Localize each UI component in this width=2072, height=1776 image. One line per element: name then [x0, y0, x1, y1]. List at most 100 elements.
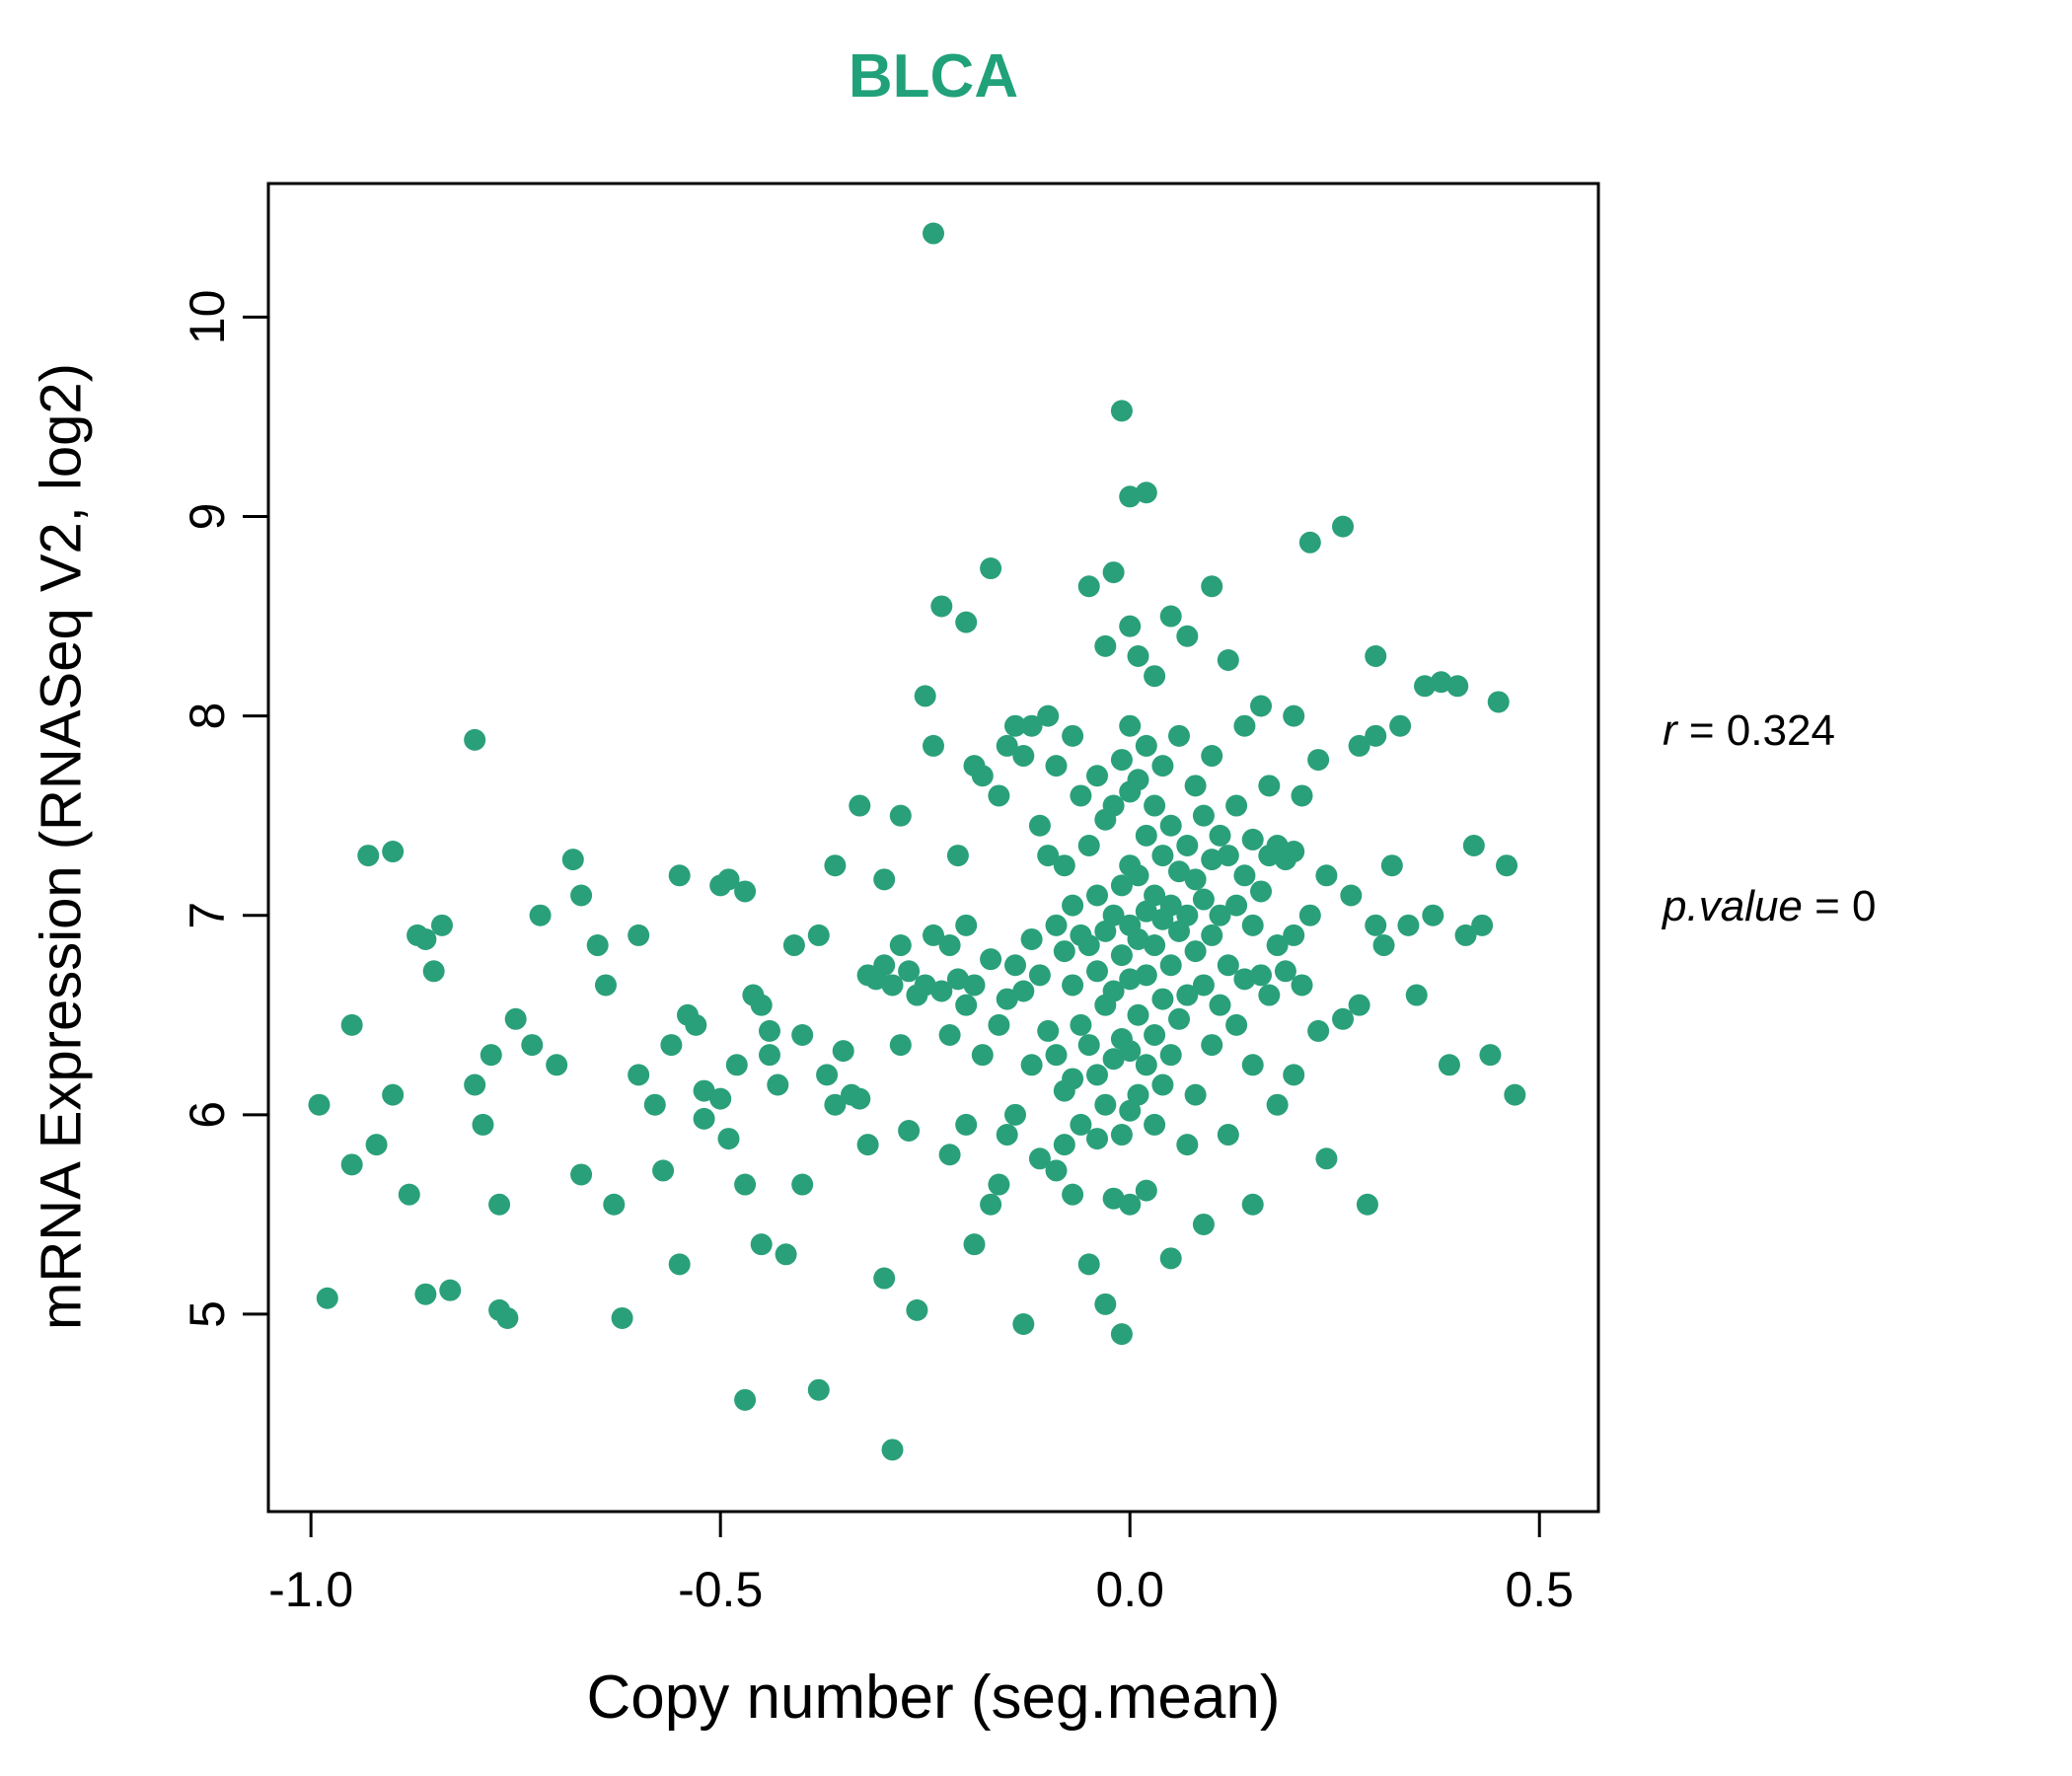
y-tick-label: 9: [180, 503, 235, 531]
data-point: [832, 1040, 854, 1063]
data-point: [1159, 1247, 1182, 1270]
data-point: [1119, 485, 1142, 508]
data-point: [382, 1083, 405, 1106]
data-point: [881, 1439, 904, 1461]
data-point: [1135, 1054, 1157, 1076]
data-point: [643, 1093, 666, 1116]
y-tick-label: 8: [180, 703, 235, 730]
data-point: [955, 914, 978, 936]
data-point: [1020, 927, 1043, 950]
data-point: [1144, 794, 1166, 817]
data-point: [1430, 671, 1452, 694]
data-point: [881, 974, 904, 997]
data-point: [1348, 734, 1370, 757]
data-point: [1045, 914, 1068, 936]
data-point: [1077, 1253, 1100, 1276]
data-point: [1086, 1128, 1109, 1150]
data-point: [980, 1193, 1002, 1216]
data-point: [611, 1306, 633, 1329]
data-point: [873, 954, 896, 977]
data-point: [1168, 920, 1191, 942]
data-point: [1258, 984, 1281, 1006]
data-point: [1217, 1124, 1239, 1147]
data-point: [1487, 691, 1510, 713]
data-point: [1045, 1159, 1068, 1182]
data-point: [430, 914, 453, 936]
data-point: [1233, 968, 1256, 991]
data-point: [480, 1044, 502, 1067]
data-point: [1062, 1183, 1084, 1206]
data-point: [1446, 675, 1469, 698]
x-tick-label: -0.5: [678, 1562, 763, 1617]
data-point: [971, 765, 994, 787]
data-point: [758, 1044, 780, 1067]
data-point: [422, 960, 445, 983]
data-point: [1307, 1019, 1330, 1042]
data-point: [996, 988, 1018, 1010]
data-point: [849, 794, 871, 817]
data-point: [1144, 934, 1166, 957]
data-point: [1340, 884, 1363, 907]
data-point: [1274, 960, 1296, 983]
data-point: [1201, 1034, 1223, 1057]
data-point: [717, 868, 740, 891]
data-point: [521, 1034, 544, 1057]
data-point: [1151, 755, 1174, 777]
data-point: [1176, 904, 1199, 926]
data-point: [955, 994, 978, 1016]
p-value-text: = 0: [1802, 881, 1877, 930]
data-point: [365, 1134, 388, 1156]
p-value-line: p.value = 0: [1663, 877, 1877, 935]
data-point: [1176, 625, 1199, 647]
data-point: [1053, 1134, 1075, 1156]
data-point: [791, 1173, 814, 1196]
data-point: [963, 1233, 986, 1256]
data-point: [1110, 400, 1133, 422]
data-point: [1356, 1193, 1378, 1216]
data-point: [1127, 864, 1149, 887]
data-point: [1119, 1099, 1142, 1122]
data-point: [750, 1233, 773, 1256]
data-point: [1217, 954, 1239, 977]
data-point: [1151, 845, 1174, 867]
data-point: [603, 1193, 626, 1216]
data-point: [1159, 894, 1182, 917]
data-point: [398, 1183, 420, 1206]
p-variable: p.value: [1663, 881, 1803, 930]
data-point: [1077, 934, 1100, 957]
data-point: [1209, 994, 1231, 1016]
data-point: [586, 934, 609, 957]
data-point: [1119, 1040, 1142, 1063]
data-point: [1201, 575, 1223, 598]
data-point: [1102, 1048, 1125, 1071]
data-point: [1127, 769, 1149, 791]
data-point: [889, 804, 912, 827]
data-point: [652, 1159, 675, 1182]
data-point: [1298, 904, 1321, 926]
data-point: [1012, 1313, 1035, 1336]
data-point: [1414, 675, 1437, 698]
data-point: [488, 1193, 511, 1216]
data-point: [1389, 714, 1412, 737]
data-point: [782, 934, 805, 957]
data-point: [1168, 1007, 1191, 1030]
data-point: [1135, 1179, 1157, 1202]
chart-title: BLCA: [848, 42, 1019, 111]
data-point: [996, 734, 1018, 757]
data-point: [414, 1283, 437, 1305]
data-point: [1127, 927, 1149, 950]
data-point: [1315, 1147, 1338, 1170]
data-point: [1151, 1073, 1174, 1096]
data-point: [996, 1124, 1018, 1147]
data-point: [308, 1093, 331, 1116]
data-point: [1283, 704, 1305, 727]
data-point: [1012, 980, 1035, 1002]
data-point: [1151, 988, 1174, 1010]
data-point: [1094, 920, 1117, 942]
data-point: [1192, 1213, 1215, 1235]
data-point: [807, 1378, 830, 1401]
data-point: [1454, 924, 1477, 946]
data-point: [660, 1034, 683, 1057]
data-point: [1062, 1068, 1084, 1090]
